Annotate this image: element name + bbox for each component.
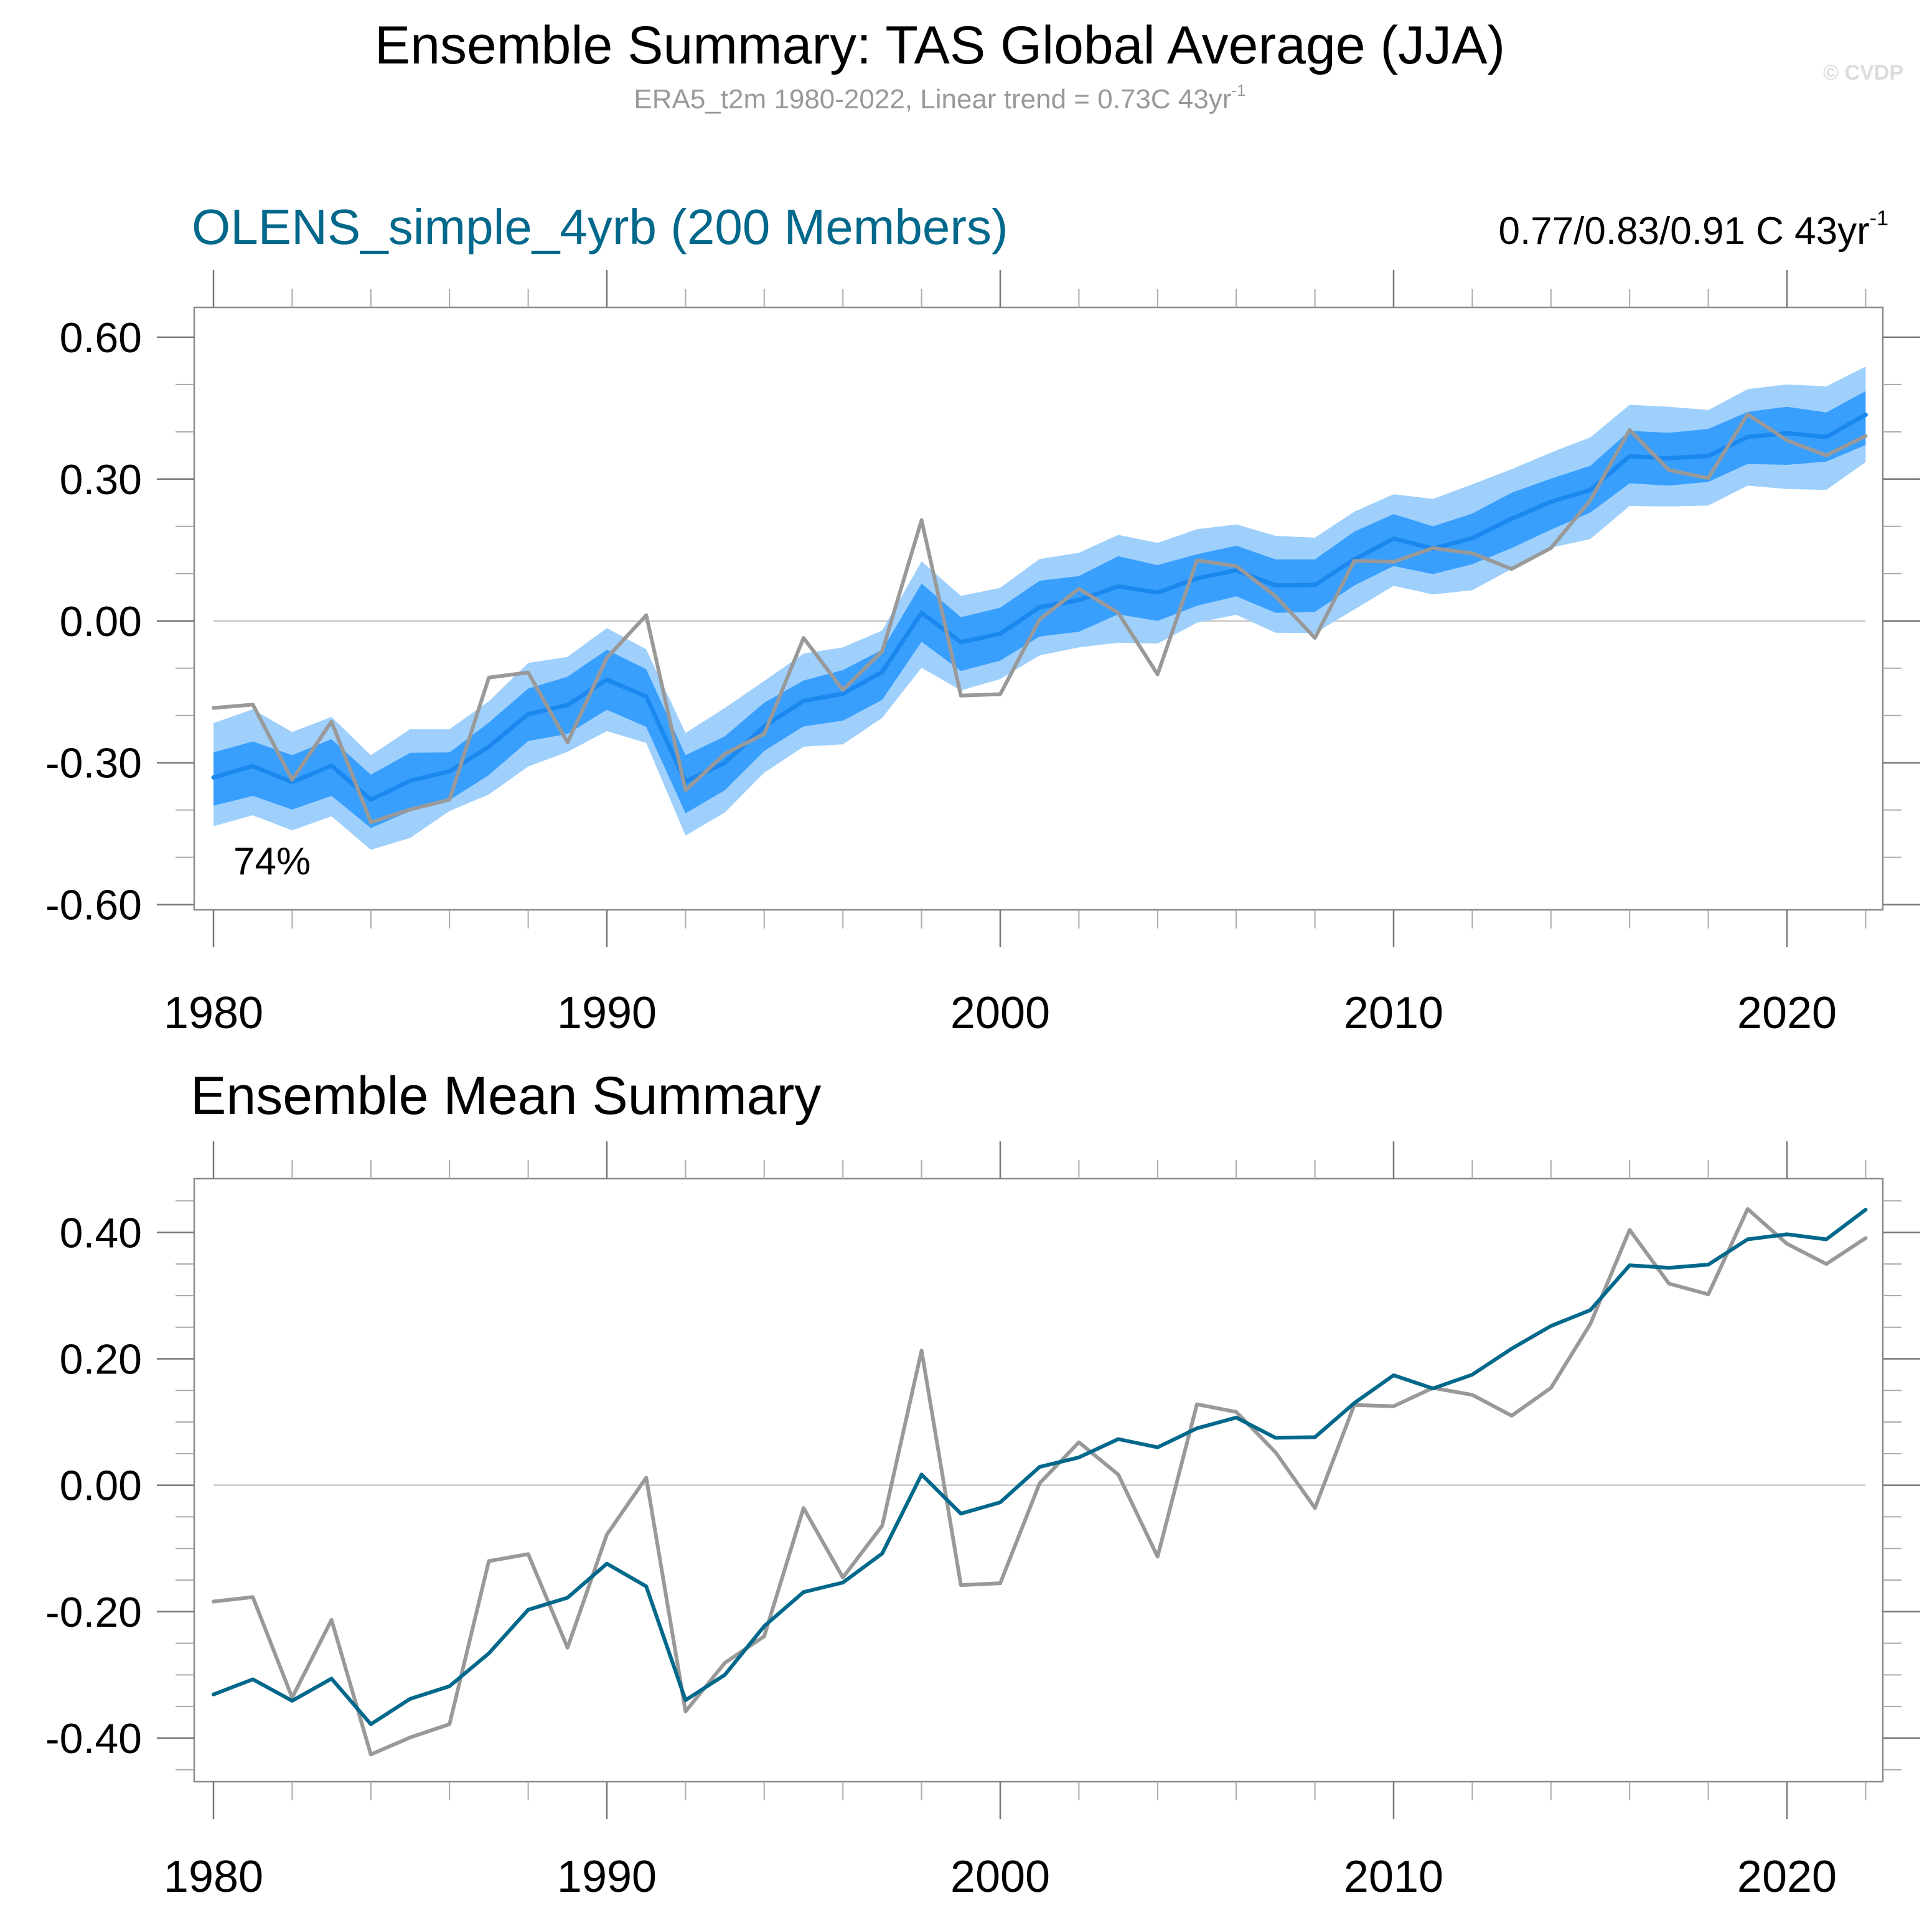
x-tick-label: 1990 [557, 988, 657, 1038]
top-panel: -0.60 -0.30 0.00 0.30 0.60 1980 1990 2000 2010 20… [45, 270, 1920, 1038]
subtitle-text: ERA5_t2m 1980-2022, Linear trend = 0.73C… [634, 84, 1231, 115]
x-tick-label: 2000 [950, 1852, 1050, 1902]
y-tick-label: 0.00 [60, 1462, 142, 1510]
figure-title: Ensemble Summary: TAS Global Average (JJ… [375, 16, 1505, 75]
trend-text: 0.77/0.83/0.91 C 43yr [1498, 210, 1869, 253]
trend-superscript: -1 [1870, 207, 1888, 230]
bottom-panel: -0.40 -0.20 0.00 0.20 0.40 1980 1990 2000 2010 20… [45, 1141, 1920, 1902]
x-tick-label: 1980 [164, 988, 263, 1038]
y-tick-label: -0.20 [45, 1589, 142, 1636]
observations-line [212, 1207, 1868, 1757]
x-tick-label: 1980 [164, 1852, 263, 1902]
x-tick-label: 2000 [950, 988, 1050, 1038]
y-tick-label: -0.60 [45, 882, 142, 929]
x-tick-label: 2010 [1344, 988, 1443, 1038]
x-tick-label: 2020 [1737, 1852, 1837, 1902]
x-tick-label: 1990 [557, 1852, 657, 1902]
plot-frame [193, 306, 1884, 911]
y-tick-label: -0.30 [45, 740, 142, 787]
annotation-percent: 74% [233, 840, 311, 883]
x-tick-label: 2020 [1737, 988, 1837, 1038]
plot-frame [193, 1177, 1884, 1783]
cvdp-watermark: © CVDP [1823, 61, 1903, 85]
x-tick-label: 2010 [1344, 1852, 1443, 1902]
top-panel-trend: 0.77/0.83/0.91 C 43yr-1 [1498, 207, 1888, 253]
y-tick-label: 0.30 [60, 456, 142, 503]
y-tick-label: 0.40 [60, 1209, 142, 1256]
y-tick-label: 0.00 [60, 598, 142, 645]
y-tick-label: 0.60 [60, 314, 142, 362]
y-tick-label: -0.40 [45, 1715, 142, 1762]
top-panel-title: OLENS_simple_4yrb (200 Members) [192, 199, 1008, 255]
figure-subtitle: ERA5_t2m 1980-2022, Linear trend = 0.73C… [634, 81, 1245, 115]
bottom-panel-title: Ensemble Mean Summary [190, 1066, 821, 1126]
subtitle-superscript: -1 [1231, 81, 1245, 100]
y-tick-label: 0.20 [60, 1335, 142, 1383]
